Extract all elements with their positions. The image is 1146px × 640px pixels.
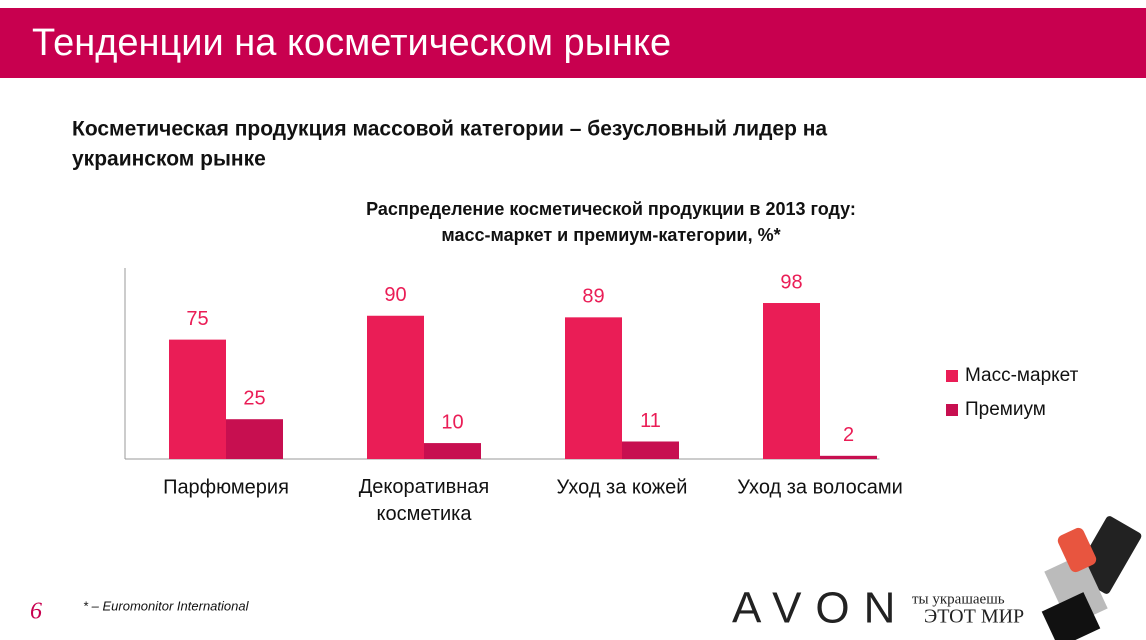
bar [763, 303, 820, 459]
legend-label: Масс-маркет [965, 365, 1079, 386]
bar [565, 317, 622, 459]
x-tick-label: Декоративная косметика [359, 476, 490, 525]
legend-label: Премиум [965, 399, 1046, 420]
bar [169, 339, 226, 459]
subtitle: украинском рынке [72, 148, 266, 171]
data-label: 89 [582, 286, 604, 308]
chart-title: масс-маркет и премиум-категории, %* [441, 225, 780, 245]
bar [622, 441, 679, 459]
title-bar [0, 8, 1146, 78]
footnote: * – Euromonitor International [83, 598, 250, 613]
bar [820, 455, 877, 459]
x-tick-label: Парфюмерия [163, 476, 289, 498]
bar [226, 419, 283, 459]
x-tick-label-line: косметика [377, 503, 473, 525]
x-tick-label: Уход за кожей [557, 476, 688, 498]
data-label: 75 [186, 308, 208, 330]
legend-swatch [946, 370, 958, 382]
bar [367, 315, 424, 459]
slogan: ты украшаешь [912, 591, 1005, 607]
lipstick [1041, 516, 1142, 640]
data-label: 10 [441, 411, 463, 433]
data-label: 11 [640, 410, 661, 432]
data-label: 98 [780, 271, 802, 293]
chart-title: Распределение косметической продукции в … [366, 199, 856, 219]
brand-logo: AVON [732, 584, 909, 633]
page-number: 6 [30, 599, 42, 625]
slogan: ЭТОТ МИР [924, 606, 1024, 628]
x-tick-label: Уход за волосами [737, 476, 903, 498]
x-tick-label-line: Декоративная [359, 476, 490, 498]
subtitle: Косметическая продукция массовой категор… [72, 118, 827, 141]
data-label: 2 [843, 424, 854, 446]
data-label: 90 [384, 284, 406, 306]
slide-title: Тенденции на косметическом рынке [32, 22, 671, 64]
bar [424, 443, 481, 459]
data-label: 25 [243, 387, 265, 409]
legend-swatch [946, 404, 958, 416]
